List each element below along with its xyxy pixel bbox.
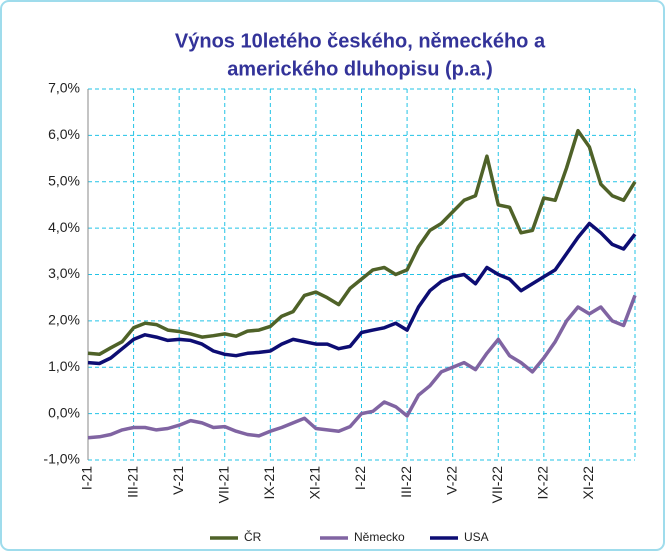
legend-label: Německo [354,530,405,544]
y-tick-label: -1,0% [43,451,80,467]
x-tick-label: XI-22 [580,466,596,500]
x-tick-label: IX-22 [535,466,551,500]
chart-title: amerického dluhopisu (p.a.) [227,58,493,80]
y-tick-label: 0,0% [48,404,80,420]
y-tick-label: 1,0% [48,358,80,374]
legend-label: ČR [244,529,262,544]
series-line [87,221,637,366]
legend-label: USA [464,530,489,544]
y-tick-label: 2,0% [48,312,80,328]
y-tick-label: 7,0% [48,80,80,96]
series-line [87,128,637,357]
x-tick-label: III-21 [124,466,140,498]
x-tick-label: VII-21 [215,466,231,504]
y-tick-label: 3,0% [48,265,80,281]
x-tick-label: I-21 [79,466,95,490]
x-tick-label: I-22 [352,466,368,490]
x-tick-label: VII-22 [489,466,505,504]
x-tick-label: XI-21 [307,466,323,500]
x-tick-label: V-22 [443,466,459,495]
y-tick-label: 4,0% [48,219,80,235]
chart-title: Výnos 10letého českého, německého a [175,30,546,52]
series-line [87,294,637,440]
x-tick-label: IX-21 [261,466,277,500]
y-tick-label: 6,0% [48,126,80,142]
y-tick-label: 5,0% [48,172,80,188]
x-tick-label: V-21 [170,466,186,495]
x-tick-label: III-22 [398,466,414,498]
